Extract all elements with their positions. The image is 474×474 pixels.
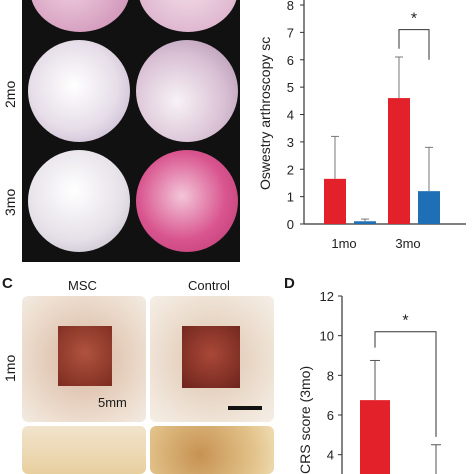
y-tick-label: 6 — [287, 53, 294, 68]
y-axis-label: Oswestry arthroscopy sc — [257, 37, 273, 190]
arthroscopy-photo-1mo-msc — [30, 0, 130, 32]
y-tick-label: 3 — [287, 135, 294, 150]
gross-photo-3mo-msc — [22, 426, 146, 474]
gross-photo-1mo-control — [150, 296, 274, 422]
y-tick-label: 4 — [287, 108, 294, 123]
y-tick-label: 1 — [287, 190, 294, 205]
arthroscopy-photo-1mo-control — [138, 0, 238, 32]
y-tick-label: 4 — [327, 448, 334, 463]
significance-marker: * — [402, 313, 408, 330]
bar — [418, 191, 440, 224]
scale-bar — [228, 406, 262, 410]
row-label-1mo: 1mo — [2, 354, 18, 382]
defect-msc — [58, 326, 112, 386]
bar — [360, 400, 390, 474]
crs-bar-chart: 4 6 8 10 12 CRS score (3mo) * — [297, 289, 441, 474]
gross-photo-3mo-control — [150, 426, 274, 474]
panel-d-letter: D — [284, 275, 295, 292]
y-tick-label: 5 — [287, 80, 294, 95]
bar — [388, 98, 410, 224]
significance-bracket — [374, 331, 437, 437]
arthroscopy-photo-grid — [22, 0, 240, 262]
significance-bracket — [398, 29, 430, 60]
y-tick-label: 2 — [287, 162, 294, 177]
bar — [324, 178, 346, 224]
significance-marker: * — [411, 11, 417, 28]
y-tick-label: 0 — [287, 217, 294, 232]
y-tick-label: 10 — [320, 329, 334, 344]
col-label-msc: MSC — [68, 278, 97, 293]
defect-control — [182, 326, 240, 388]
arthroscopy-photo-2mo-msc — [28, 40, 130, 142]
oswestry-bar-chart: 0 1 2 3 4 5 6 7 8 Oswestry arthroscopy sc 1mo 3mo * — [257, 0, 466, 251]
x-tick-label: 1mo — [331, 236, 356, 251]
panel-c-letter: C — [2, 275, 13, 292]
arthroscopy-photo-3mo-control — [136, 150, 238, 252]
y-tick-label: 8 — [327, 368, 334, 383]
arthroscopy-photo-2mo-control — [136, 40, 238, 142]
scale-bar-label: 5mm — [98, 395, 127, 410]
y-tick-label: 12 — [320, 289, 334, 304]
x-tick-label: 3mo — [395, 236, 420, 251]
arthroscopy-photo-3mo-msc — [28, 150, 130, 252]
gross-photo-1mo-msc — [22, 296, 146, 422]
bar — [354, 221, 376, 224]
y-axis-label: CRS score (3mo) — [297, 366, 313, 474]
row-label-2mo: 2mo — [2, 80, 18, 108]
y-tick-label: 7 — [287, 25, 294, 40]
y-tick-label: 6 — [327, 408, 334, 423]
row-label-3mo: 3mo — [2, 188, 18, 216]
col-label-control: Control — [188, 278, 230, 293]
y-tick-label: 8 — [287, 0, 294, 13]
